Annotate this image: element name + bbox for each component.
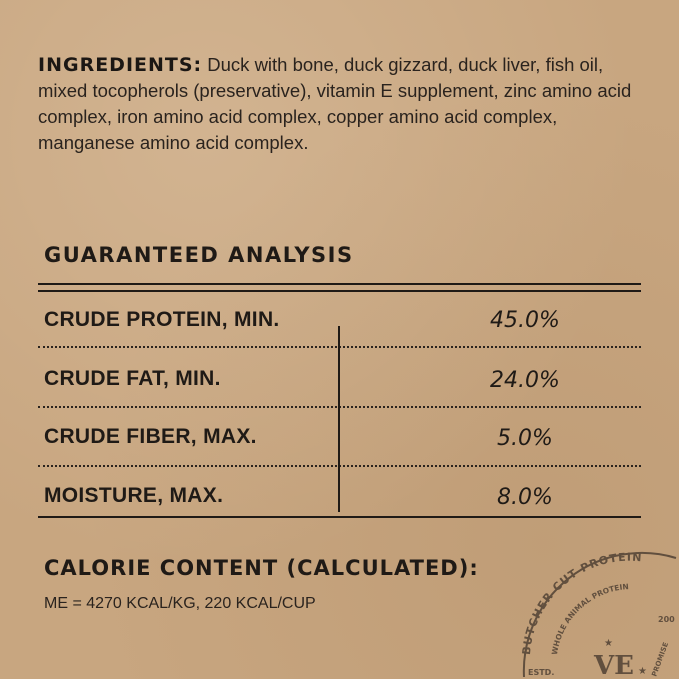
guaranteed-analysis-title: GUARANTEED ANALYSIS xyxy=(44,243,354,267)
star-icon: ★ xyxy=(638,666,647,677)
row-divider xyxy=(38,346,641,348)
stamp-estd: ESTD. xyxy=(528,668,554,677)
column-divider xyxy=(338,326,340,512)
calorie-content-title: CALORIE CONTENT (CALCULATED): xyxy=(44,556,479,580)
analysis-row-label: MOISTURE, MAX. xyxy=(44,484,224,507)
stamp-outer-ring xyxy=(522,551,677,678)
analysis-row-value: 5.0% xyxy=(497,426,553,451)
analysis-row-label: CRUDE PROTEIN, MIN. xyxy=(44,308,280,331)
ingredients-label: INGREDIENTS: xyxy=(38,54,203,76)
star-icon: ★ xyxy=(604,638,613,649)
analysis-row-label: CRUDE FAT, MIN. xyxy=(44,367,221,390)
stamp-promise: PROMISE xyxy=(650,641,670,678)
double-rule-bottom xyxy=(38,290,641,292)
row-divider xyxy=(38,406,641,408)
stamp-monogram: VE xyxy=(593,651,634,678)
analysis-row-label: CRUDE FIBER, MAX. xyxy=(44,425,257,448)
row-divider xyxy=(38,465,641,467)
butcher-cut-protein-stamp-logo: BUTCHER CUT PROTEIN WHOLE ANIMAL PROTEIN… xyxy=(522,551,677,678)
analysis-bottom-rule xyxy=(38,516,641,518)
stamp-inner-text: WHOLE ANIMAL PROTEIN xyxy=(550,582,629,655)
analysis-row-value: 45.0% xyxy=(490,308,560,333)
ingredients-block: INGREDIENTS: Duck with bone, duck gizzar… xyxy=(38,52,648,156)
calorie-content-value: ME = 4270 KCAL/KG, 220 KCAL/CUP xyxy=(44,595,316,612)
stamp-year: 200 xyxy=(658,615,675,624)
ingredients-text: Duck with bone, duck gizzard, duck liver… xyxy=(38,54,632,153)
double-rule-top xyxy=(38,283,641,285)
analysis-row-value: 24.0% xyxy=(490,368,560,393)
analysis-row-value: 8.0% xyxy=(497,485,553,510)
